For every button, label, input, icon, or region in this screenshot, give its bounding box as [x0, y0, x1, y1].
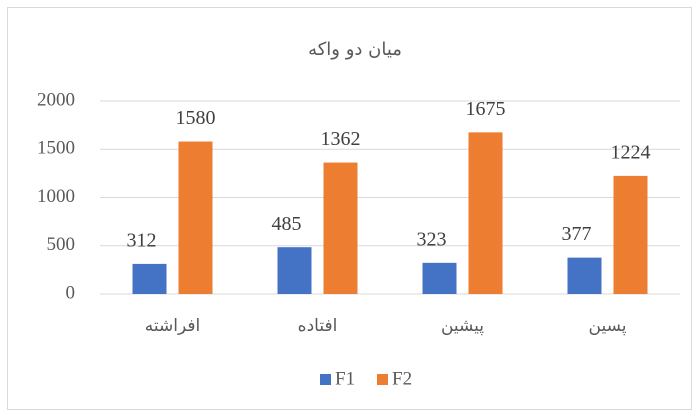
data-label: 377: [562, 223, 592, 245]
x-tick-label: افتاده: [298, 316, 338, 336]
bar: [323, 162, 358, 294]
legend-label: F2: [392, 368, 412, 389]
legend-label: F1: [335, 368, 355, 389]
data-label: 1362: [321, 128, 361, 150]
y-tick-label: 1000: [37, 186, 75, 207]
x-tick-label: پیشین: [441, 316, 484, 336]
data-label: 485: [272, 213, 302, 235]
data-label: 323: [417, 228, 447, 250]
bar: [132, 263, 167, 294]
bar: [613, 175, 648, 294]
data-label: 1580: [176, 107, 216, 129]
y-tick-label: 2000: [37, 89, 75, 110]
data-label: 1224: [611, 141, 651, 163]
y-tick-label: 1500: [37, 138, 75, 159]
data-label: 1675: [466, 98, 506, 120]
legend-swatch: [320, 374, 331, 385]
chart-title: میان دو واکه: [308, 39, 402, 60]
legend-swatch: [377, 374, 388, 385]
x-tick-label: افراشته: [145, 316, 200, 336]
bar: [277, 247, 312, 294]
y-tick-label: 500: [47, 234, 76, 255]
bar: [422, 262, 457, 294]
x-tick-label: پسین: [589, 316, 627, 336]
bar: [468, 132, 503, 294]
data-label: 312: [127, 229, 157, 251]
y-tick-label: 0: [66, 282, 76, 303]
bar: [567, 257, 602, 294]
bar: [178, 141, 213, 294]
